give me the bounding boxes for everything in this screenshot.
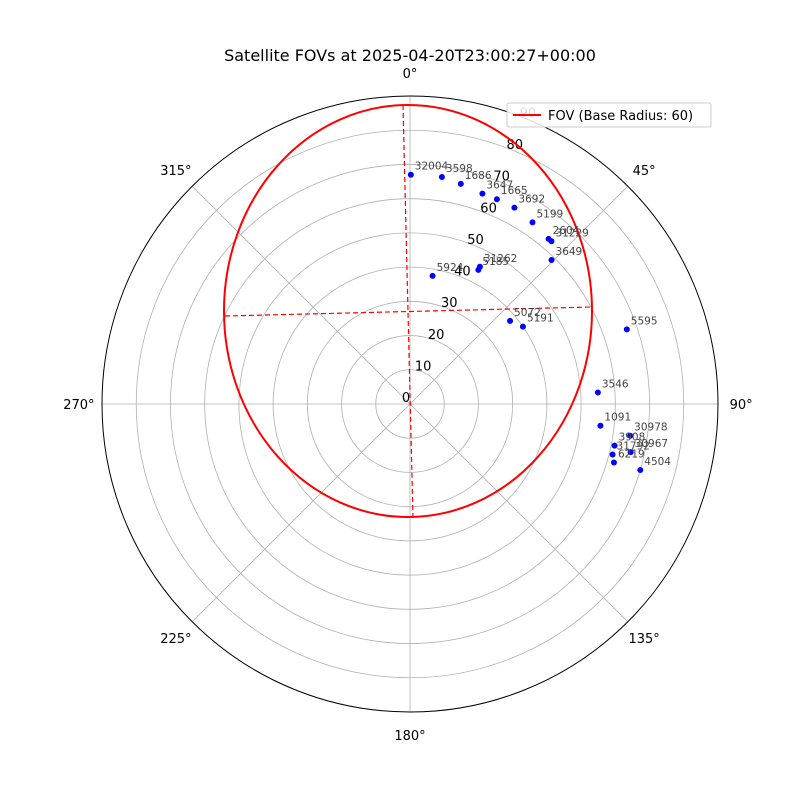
satellite-point xyxy=(438,173,445,180)
satellite-label: 3692 xyxy=(518,194,545,206)
satellite-point xyxy=(407,171,414,178)
fov-ellipse xyxy=(223,104,593,518)
fov-layer xyxy=(223,104,593,519)
satellite-point xyxy=(637,467,644,474)
radial-tick-label: 20 xyxy=(428,328,445,343)
theta-tick-label: 225° xyxy=(160,632,191,647)
satellite-point xyxy=(429,272,436,279)
radial-tick-label: 60 xyxy=(480,201,497,216)
satellite-point xyxy=(493,196,500,203)
satellite-point xyxy=(475,266,482,273)
theta-tick-label: 0° xyxy=(403,67,418,82)
satellite-point xyxy=(609,451,616,458)
satellite-label: 30967 xyxy=(635,438,668,450)
satellite-point xyxy=(511,204,518,211)
satellite-label: 1091 xyxy=(604,412,631,424)
satellite-label: 3647 xyxy=(486,180,513,192)
satellite-point xyxy=(457,180,464,187)
satellite-label: 1686 xyxy=(465,170,492,182)
satellite-point xyxy=(548,256,555,263)
angular-grid-line xyxy=(191,185,411,405)
satellite-label: 5595 xyxy=(631,315,658,327)
theta-tick-label: 135° xyxy=(628,632,659,647)
satellite-label: 32004 xyxy=(415,161,449,173)
radial-tick-label: 10 xyxy=(415,359,432,374)
satellite-point xyxy=(479,190,486,197)
satellite-point xyxy=(627,449,634,456)
satellite-label: 5199 xyxy=(536,208,563,220)
satellite-label: 3649 xyxy=(556,246,583,258)
radial-tick-label: 0 xyxy=(402,391,410,406)
satellite-label: 3546 xyxy=(602,379,629,391)
satellite-label: 31262 xyxy=(484,253,517,265)
chart-title: Satellite FOVs at 2025-04-20T23:00:27+00… xyxy=(224,46,596,65)
satellite-label: 31229 xyxy=(555,227,588,239)
satellite-label: 2604 xyxy=(553,225,580,237)
legend-box xyxy=(506,102,712,128)
theta-tick-label: 90° xyxy=(730,398,753,413)
polar-grid: 0° 45° 90° 135° 180° 225° 270° 315° 0 10 20 30 40 50 6… xyxy=(63,67,752,744)
theta-tick-label: 45° xyxy=(633,164,656,179)
legend: FOV (Base Radius: 60) xyxy=(506,102,712,128)
angular-grid-line xyxy=(409,185,629,405)
satellite-point xyxy=(610,459,617,466)
radial-tick-label: 50 xyxy=(467,233,484,248)
satellite-label: 5191 xyxy=(527,313,554,325)
polar-frame xyxy=(101,95,719,713)
angular-grid-line xyxy=(409,403,629,623)
satellite-point xyxy=(611,442,618,449)
satellite-label: 31792 xyxy=(617,441,650,453)
satellite-label: 5185 xyxy=(482,256,509,268)
satellite-label: 6219 xyxy=(618,448,645,460)
radial-tick-label: 30 xyxy=(441,296,458,311)
satellite-label: 1665 xyxy=(501,185,528,197)
radial-tick-label: 40 xyxy=(454,265,471,280)
satellite-point xyxy=(627,432,634,439)
theta-tick-label: 180° xyxy=(394,729,425,744)
satellite-label: 3598 xyxy=(446,163,473,175)
satellite-point xyxy=(623,326,630,333)
legend-label-fov: FOV (Base Radius: 60) xyxy=(548,109,693,124)
fov-axis-minor xyxy=(224,306,593,317)
theta-tick-label: 270° xyxy=(63,398,94,413)
satellite-point xyxy=(519,323,526,330)
satellite-point xyxy=(529,219,536,226)
satellite-point xyxy=(597,422,604,429)
radial-tick-label: 70 xyxy=(493,170,510,185)
theta-tick-label: 315° xyxy=(160,164,191,179)
satellite-label: 5924 xyxy=(437,262,464,274)
angular-grid-line xyxy=(191,403,411,623)
fov-axis-major xyxy=(402,104,414,519)
satellite-label: 5072 xyxy=(514,307,541,319)
satellite-point xyxy=(594,389,601,396)
satellite-point xyxy=(548,238,555,245)
satellite-point xyxy=(507,317,514,324)
satellite-label: 4504 xyxy=(644,456,671,468)
radial-tick-label: 80 xyxy=(506,138,523,153)
satellite-label: 3908 xyxy=(619,432,646,444)
satellite-label: 30978 xyxy=(634,422,667,434)
